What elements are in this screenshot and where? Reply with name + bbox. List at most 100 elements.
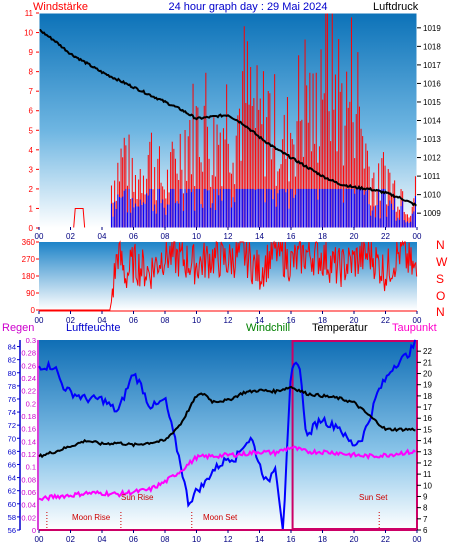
pressure-axis-label-1010: 1010: [423, 191, 441, 200]
dir-axis-label-90: 90: [26, 289, 35, 298]
bot-x-tick-11: 22: [381, 535, 390, 544]
humidity-axis-label-62: 62: [8, 487, 16, 496]
dir-label-n-top: N: [436, 238, 445, 252]
dir-label-o: O: [436, 289, 445, 303]
wind-speed-title: Windstärke: [33, 1, 88, 13]
pressure-title: Luftdruck: [373, 1, 419, 13]
rain-axis-label-0.04: 0.04: [21, 501, 36, 510]
bot-x-tick-10: 20: [350, 535, 359, 544]
dir-axis-label-0: 0: [31, 306, 36, 315]
pressure-axis-label-1016: 1016: [423, 79, 441, 88]
temp-axis-label-17: 17: [423, 403, 432, 412]
temp-axis-label-21: 21: [423, 358, 432, 367]
humidity-axis-label-82: 82: [8, 356, 16, 365]
event-moon-set: Moon Set: [203, 513, 238, 522]
bot-x-tick-4: 08: [161, 535, 170, 544]
bot-x-tick-12: 00: [413, 535, 422, 544]
temp-axis-label-9: 9: [423, 492, 428, 501]
top-x-tick-2: 04: [98, 232, 107, 241]
dir-axis-label-360: 360: [22, 238, 36, 247]
rain-axis-label-0.3: 0.3: [26, 336, 36, 345]
temp-axis-label-12: 12: [423, 459, 432, 468]
pressure-axis-label-1014: 1014: [423, 117, 441, 126]
temp-axis-label-18: 18: [423, 392, 432, 401]
humidity-axis-label-84: 84: [8, 343, 16, 352]
bot-x-tick-9: 18: [318, 535, 327, 544]
wind-axis-label-3: 3: [29, 165, 34, 174]
rain-axis-label-0.16: 0.16: [21, 425, 36, 434]
top-x-tick-10: 20: [350, 232, 359, 241]
wind-axis-label-11: 11: [25, 9, 34, 18]
temp-axis-label-6: 6: [423, 526, 428, 535]
top-x-tick-8: 16: [287, 232, 296, 241]
temp-axis-label-10: 10: [423, 481, 432, 490]
event-sun-rise: Sun Rise: [121, 493, 154, 502]
dir-label-s: S: [436, 272, 444, 286]
mid-x-tick-10: 20: [350, 316, 359, 325]
graph-date-title: 24 hour graph day : 29 Mai 2024: [168, 1, 327, 13]
mid-x-tick-8: 16: [287, 316, 296, 325]
humidity-axis-label-74: 74: [8, 408, 16, 417]
rain-title: Regen: [2, 322, 34, 334]
mid-x-tick-3: 06: [129, 316, 138, 325]
dir-axis-label-180: 180: [22, 272, 36, 281]
bot-x-tick-7: 14: [255, 535, 264, 544]
bot-x-tick-1: 02: [66, 535, 75, 544]
top-x-tick-0: 00: [35, 232, 44, 241]
bot-x-tick-5: 10: [192, 535, 201, 544]
humidity-axis-label-70: 70: [8, 434, 16, 443]
top-x-tick-3: 06: [129, 232, 138, 241]
humidity-axis-label-64: 64: [8, 474, 16, 483]
top-x-tick-7: 14: [255, 232, 264, 241]
humidity-axis-label-72: 72: [8, 421, 16, 430]
rain-axis-label-0.22: 0.22: [21, 387, 36, 396]
pressure-axis-label-1011: 1011: [423, 172, 441, 181]
temp-axis-label-14: 14: [423, 437, 432, 446]
event-sun-set: Sun Set: [359, 493, 388, 502]
pressure-line: [39, 29, 418, 207]
top-x-tick-5: 10: [192, 232, 201, 241]
temp-axis-label-7: 7: [423, 515, 428, 524]
rain-axis-label-0.26: 0.26: [21, 361, 36, 370]
rain-axis-label-0.06: 0.06: [21, 488, 36, 497]
temp-axis-label-19: 19: [423, 381, 432, 390]
temp-axis-label-8: 8: [423, 504, 428, 513]
dir-label-n-bottom: N: [436, 305, 445, 319]
pressure-axis-label-1017: 1017: [423, 61, 441, 70]
humidity-axis-label-60: 60: [8, 500, 16, 509]
windchill-title: Windchill: [246, 322, 290, 334]
humidity-axis-label-66: 66: [8, 460, 16, 469]
top-x-tick-6: 12: [224, 232, 233, 241]
mid-x-tick-12: 00: [413, 316, 422, 325]
temp-axis-label-13: 13: [423, 448, 432, 457]
wind-axis-label-8: 8: [29, 68, 34, 77]
dir-axis-label-270: 270: [22, 255, 36, 264]
mid-x-tick-5: 10: [192, 316, 201, 325]
bot-x-tick-8: 16: [287, 535, 296, 544]
rain-axis-label-0.2: 0.2: [26, 399, 36, 408]
humidity-axis-label-56: 56: [8, 526, 16, 535]
pressure-axis-label-1009: 1009: [423, 209, 441, 218]
humidity-axis-label-78: 78: [8, 382, 16, 391]
bot-x-tick-3: 06: [129, 535, 138, 544]
rain-axis-label-0.14: 0.14: [21, 437, 36, 446]
bot-x-tick-6: 12: [224, 535, 233, 544]
humidity-temperature-plot-area: [39, 340, 417, 530]
top-x-tick-4: 08: [161, 232, 170, 241]
rain-axis-label-0.02: 0.02: [21, 513, 36, 522]
temp-axis-label-22: 22: [423, 347, 432, 356]
dewpoint-title: Taupunkt: [392, 322, 437, 334]
mid-x-tick-11: 22: [381, 316, 390, 325]
top-x-tick-9: 18: [318, 232, 327, 241]
rain-axis-label-0.12: 0.12: [21, 450, 36, 459]
temp-axis-label-15: 15: [423, 425, 432, 434]
humidity-axis-label-80: 80: [8, 369, 16, 378]
temperature-line: [38, 385, 416, 459]
wind-axis-label-9: 9: [29, 48, 34, 57]
rain-axis-label-0.28: 0.28: [21, 349, 36, 358]
temp-axis-label-20: 20: [423, 370, 432, 379]
wind-direction-line: [39, 240, 418, 311]
pressure-axis-label-1015: 1015: [423, 98, 441, 107]
wind-axis-label-1: 1: [29, 204, 34, 213]
